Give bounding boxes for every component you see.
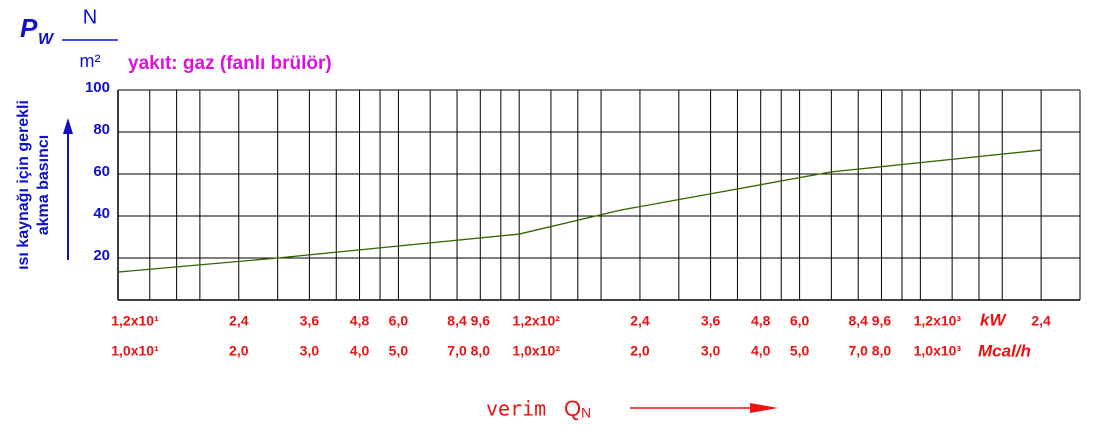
x-tick-label: 9,6	[471, 313, 491, 329]
x-tick-label: 7,0	[447, 343, 467, 359]
x-tick-label: 1,0x10²	[512, 343, 560, 359]
y-tick-label: 40	[93, 205, 110, 222]
x-tick-label: 3,6	[701, 313, 721, 329]
x-arrow-head	[750, 403, 778, 413]
x-tick-label: 4,0	[751, 343, 771, 359]
y-symbol: P	[20, 13, 38, 43]
x-tick-label: 2,4	[229, 313, 249, 329]
x-tick-label: 6,0	[790, 313, 810, 329]
x-label: verim	[486, 397, 546, 421]
x2-unit: kW	[980, 310, 1007, 329]
x-tick-label: 5,0	[389, 343, 409, 359]
y-symbol-sub: W	[38, 31, 55, 48]
subtitle: yakıt: gaz (fanlı brülör)	[128, 53, 332, 74]
x-unit: Mcal/h	[978, 341, 1031, 360]
x-tick-label: 2,4	[630, 313, 650, 329]
x-tick-label: 2,4	[1031, 313, 1051, 329]
x-tick-label: 7,0	[848, 343, 868, 359]
x-tick-label: 1,2x10²	[512, 313, 560, 329]
unit-denominator: m²	[80, 51, 101, 71]
unit-numerator: N	[83, 6, 97, 28]
x-symbol: Q	[564, 396, 581, 421]
x-symbol-sub: N	[581, 405, 591, 421]
x-tick-label: 8,0	[471, 343, 491, 359]
x-tick-label: 1,2x10¹	[111, 313, 159, 329]
x-tick-label: 4,0	[350, 343, 370, 359]
y-arrow-head	[63, 118, 73, 134]
x-tick-label: 9,6	[872, 313, 892, 329]
y-label: akma basıncı	[35, 135, 52, 236]
data-line	[117, 149, 1042, 273]
x-tick-label: 8,0	[872, 343, 892, 359]
y-tick-label: 80	[93, 121, 110, 138]
x-tick-label: 5,0	[790, 343, 810, 359]
x-tick-label: 4,8	[350, 313, 370, 329]
y-tick-label: 20	[93, 247, 110, 264]
x-tick-label: 4,8	[751, 313, 771, 329]
x-tick-label: 1,0x10³	[914, 343, 962, 359]
x-tick-label: 2,0	[630, 343, 650, 359]
x-tick-label: 3,0	[300, 343, 320, 359]
x-tick-label: 8,4	[447, 313, 467, 329]
y-tick-label: 100	[85, 79, 110, 96]
y-tick-label: 60	[93, 163, 110, 180]
x-tick-label: 3,6	[300, 313, 320, 329]
x-tick-label: 6,0	[389, 313, 409, 329]
x-tick-label: 3,0	[701, 343, 721, 359]
x-tick-label: 1,0x10¹	[111, 343, 159, 359]
y-label: ısı kaynağı için gerekli	[15, 100, 32, 270]
x-tick-label: 1,2x10³	[914, 313, 962, 329]
x-tick-label: 8,4	[848, 313, 868, 329]
x-tick-label: 2,0	[229, 343, 249, 359]
